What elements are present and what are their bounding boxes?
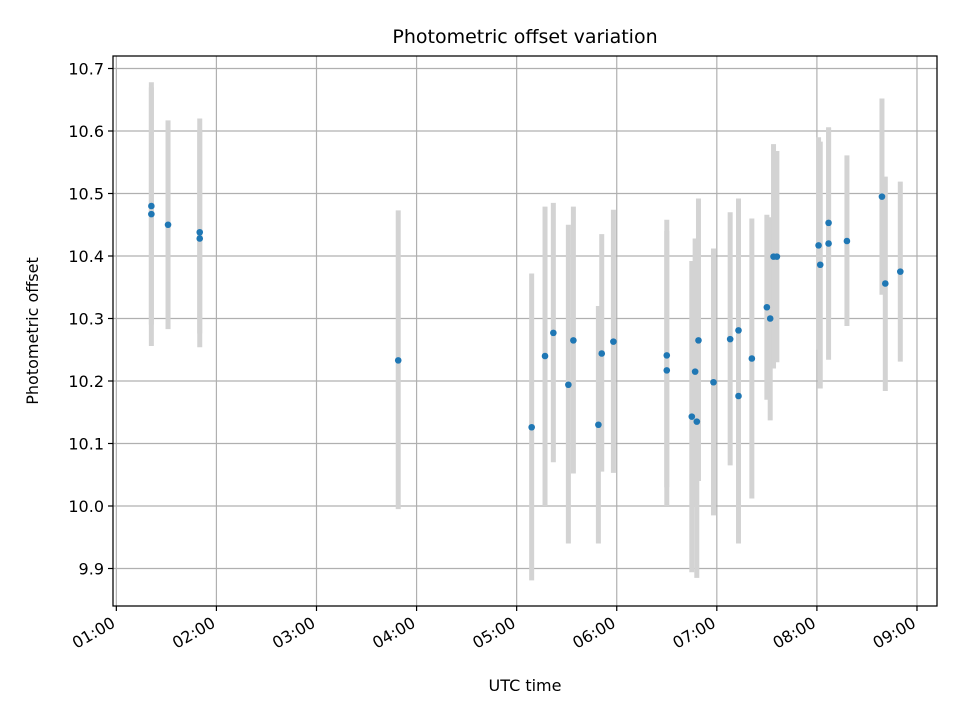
data-point [565,381,572,389]
y-axis-label: Photometric offset [23,257,42,405]
y-tick-label: 10.6 [68,122,104,141]
data-point [897,268,904,275]
y-tick-label: 10.0 [68,497,104,516]
y-tick-label: 10.1 [68,435,104,454]
data-points [148,193,904,431]
plot-frame [112,55,938,607]
data-point [773,253,781,260]
data-point [663,352,671,359]
data-point [394,357,402,364]
y-tick-label: 10.2 [68,372,104,391]
data-point [695,337,702,344]
y-tick-label: 10.7 [68,60,104,79]
data-point [825,240,832,247]
data-point [881,280,889,287]
data-point [164,221,172,229]
data-point [550,329,557,337]
data-point [735,327,742,334]
data-point [816,261,824,269]
y-tick-label: 9.9 [79,560,104,579]
data-point [196,228,204,236]
data-point [541,352,549,360]
data-point [878,193,886,200]
data-point [688,413,696,420]
data-point [610,338,617,345]
y-tick-label: 10.3 [68,310,104,329]
y-tick-label: 10.4 [68,247,104,266]
data-point [595,421,602,429]
data-point [528,423,535,431]
data-point [663,367,671,374]
data-point [710,378,717,386]
data-point [843,237,851,245]
data-point [148,202,155,210]
data-point [726,335,734,343]
data-point [196,235,204,242]
data-point [766,315,774,322]
data-point [691,368,699,375]
data-point [598,350,606,357]
data-point [815,242,822,249]
chart-title: Photometric offset variation [392,26,657,48]
y-axis: 9.9 10.0 10.1 10.2 10.3 10.4 10.5 10.6 10.7 [68,60,113,579]
data-point [693,418,701,425]
y-tick-label: 10.5 [68,185,104,204]
data-point [825,219,832,227]
grid [113,56,937,606]
data-point [570,337,577,344]
data-point [763,303,771,311]
data-point [148,210,155,218]
x-axis-label: UTC time [489,676,562,695]
data-point [748,355,756,362]
data-point [735,392,742,400]
